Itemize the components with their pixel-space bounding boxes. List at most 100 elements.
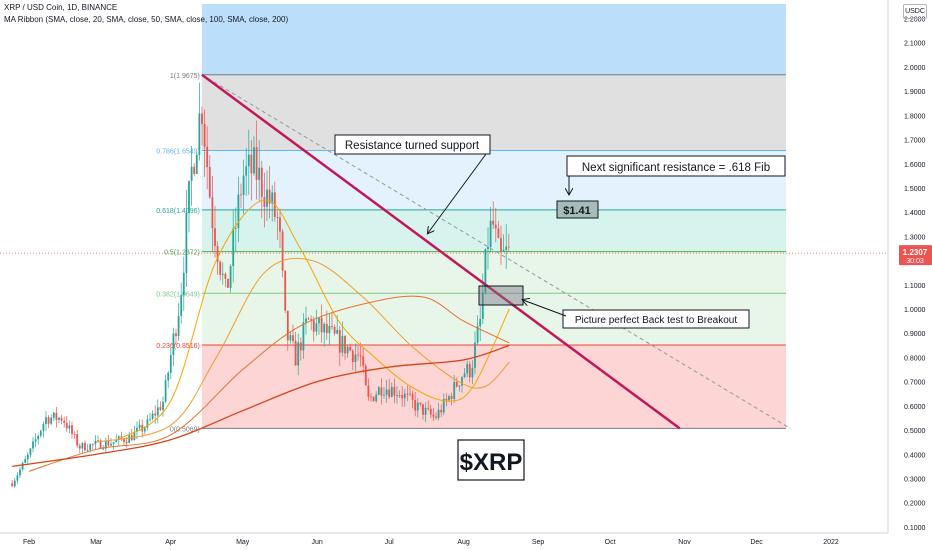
candle-body [203,124,206,147]
candle-body [325,323,328,334]
candle-body [305,318,307,323]
candle-body [133,431,136,441]
x-tick-label: Sep [532,539,545,546]
x-tick-label: Dec [750,539,763,546]
candle-body [500,237,502,251]
candle-body [255,147,258,180]
candle-body [271,192,274,204]
candle-body [237,194,240,229]
x-tick-label: Mar [90,539,103,546]
candle-body [463,373,466,378]
fib-level-label: 0.5(1.2372) [164,250,200,257]
last-price-badge [899,245,932,266]
candle-body [240,194,242,196]
candle-body [312,320,315,332]
x-tick-label: Jun [311,539,322,546]
y-tick-label: 1.3000 [904,234,926,241]
bar-countdown-text: 30:03 [906,258,924,265]
candle-body [11,483,14,487]
candle-body [455,381,458,387]
x-tick-label: Nov [678,539,691,546]
candle-body [104,440,107,449]
candle-body [188,180,190,214]
ma-100-line [28,295,510,472]
candle-body [422,404,424,415]
candle-body [474,342,476,368]
candle-body [448,396,450,401]
candle-body [216,246,219,262]
x-tick-label: 2022 [823,539,839,546]
candle-body [458,385,461,387]
candle-body [468,364,471,378]
callout-box-next-resistance [566,155,786,177]
currency-unit-label[interactable]: USDC [903,4,927,19]
candle-body [52,412,55,418]
fib-level-label: 0.236(0.8516) [156,343,200,350]
fib-level-label: 0(0.5069) [170,426,200,433]
ma-200-line [12,344,510,468]
candle-body [416,402,419,411]
candle-body [258,167,261,180]
candle-body [107,440,110,446]
candle-body [432,414,435,417]
x-tick-label: Oct [605,539,616,546]
candle-body [245,166,248,176]
candle-body [505,246,508,250]
candle-body [362,356,365,366]
candle-body [396,394,398,396]
candle-body [442,398,445,413]
candle-body [476,326,479,343]
candle-body [341,335,344,353]
candle-body [13,480,16,487]
candle-body [281,231,284,271]
y-tick-label: 1.7000 [904,138,926,145]
candle-body [268,189,271,204]
candle-body [214,228,216,247]
price-target-text: $1.41 [563,205,591,217]
candle-body [299,342,302,351]
y-tick-label: 0.8000 [904,355,926,362]
candle-body [162,401,164,410]
candle-body [357,354,359,356]
y-tick-label: 1.8000 [904,113,926,120]
candle-body [76,433,79,446]
candle-body [198,113,201,155]
callout-text-resistance: Resistance turned support [345,140,480,152]
fib-zone-0618-05 [201,209,786,252]
candle-body [21,462,24,470]
candle-body [481,292,484,319]
candle-body [260,167,263,197]
fib-level-label: 1(1.9675) [170,73,200,80]
candle-body [450,396,453,399]
candle-body [71,425,73,434]
candle-body [24,459,27,463]
candle-body [211,197,214,229]
candle-body [393,386,396,396]
candle-body [331,326,333,328]
candle-body [471,367,474,378]
candle-body [388,389,391,397]
candle-body [138,425,141,428]
candle-body [185,213,188,273]
candle-body [310,319,313,321]
y-tick-label: 2.2000 [904,16,926,23]
candle-body [32,441,34,449]
candle-body [143,427,146,432]
candle-body [266,189,268,207]
candle-body [494,224,497,229]
candle-body [99,440,102,449]
candle-body [123,439,125,442]
y-tick-label: 2.1000 [904,41,926,48]
x-tick-label: Apr [165,539,177,546]
candle-body [507,246,510,248]
candle-body [276,217,279,218]
candle-body [377,387,380,395]
candle-body [323,323,326,333]
callout-arrow-resistance [428,153,487,233]
candle-body [37,435,40,440]
x-tick-label: Aug [457,539,470,546]
candle-body [182,272,185,296]
candle-body [338,330,341,353]
candle-body [411,393,414,401]
